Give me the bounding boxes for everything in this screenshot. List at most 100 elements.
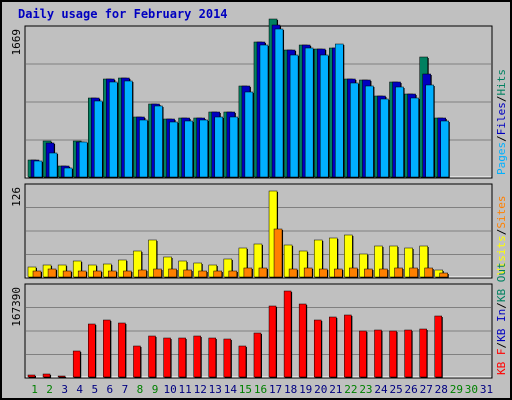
x-tick-label: 7 [122, 383, 129, 396]
x-tick-label: 10 [163, 383, 176, 396]
bar-kb-f-day-4 [72, 350, 81, 378]
bar-pages-day-16 [259, 44, 269, 178]
x-tick-label: 24 [374, 383, 388, 396]
bar-kb-f-day-25 [389, 330, 397, 378]
bar-pages-day-13 [214, 116, 224, 178]
bar-sites-day-10 [168, 268, 177, 278]
bar-sites-day-4 [77, 270, 87, 278]
bar-sites-day-24 [379, 268, 388, 278]
bar-kb-f-day-12 [193, 335, 201, 378]
bar-pages-day-14 [229, 116, 239, 178]
legend-entry: Hits [495, 69, 508, 96]
bar-shadow [59, 377, 67, 378]
x-tick-label: 19 [299, 383, 312, 396]
panel-visits-ymax-label: 126 [10, 187, 23, 207]
bar-kb-f-day-26 [404, 329, 412, 378]
legend-entry: Sites [495, 196, 508, 229]
bar-sites-day-18 [288, 268, 298, 278]
bar-visits-day-8 [133, 250, 142, 278]
bar-pages-day-8 [139, 119, 148, 178]
bar-pages-day-2 [48, 152, 58, 178]
bar-sites-day-19 [303, 267, 313, 278]
bar-visits-day-9 [148, 239, 157, 278]
legend-entry: KB Out [495, 262, 508, 302]
bar-kb-f-day-17 [268, 305, 277, 378]
bar-pages-day-4 [78, 141, 88, 178]
bar-sites-day-8 [138, 269, 147, 278]
bar-sites-day-15 [243, 267, 253, 278]
bar-kb-f-day-14 [223, 338, 232, 378]
x-tick-label: 14 [224, 383, 238, 396]
panel-kb-legend: KB F/KB In/KB Out [495, 262, 508, 375]
x-tick-label: 4 [76, 383, 83, 396]
bar-kb-f-day-2 [42, 373, 51, 378]
bar-visits-day-24 [374, 245, 383, 278]
x-tick-label: 27 [420, 383, 433, 396]
bar-kb-f-day-18 [283, 290, 292, 378]
x-tick-label: 28 [435, 383, 448, 396]
x-tick-label: 17 [269, 383, 282, 396]
bar-sites-day-16 [258, 267, 268, 278]
bar-kb-f-day-7 [118, 322, 126, 378]
bar-pages-day-5 [94, 100, 103, 178]
bar-kb-f-day-9 [148, 335, 156, 378]
bar-visits-day-11 [178, 260, 187, 278]
legend-entry: Files [495, 102, 508, 135]
bar-sites-day-9 [153, 268, 162, 278]
x-tick-label: 8 [137, 383, 144, 396]
x-tick-label: 11 [179, 383, 192, 396]
bar-sites-day-11 [183, 269, 192, 278]
legend-entry: / [495, 135, 508, 142]
legend-entry: KB In [495, 309, 508, 342]
bar-visits-day-18 [283, 244, 293, 278]
bar-kb-f-day-19 [298, 303, 307, 378]
x-tick-label: 23 [359, 383, 372, 396]
bar-kb-f-day-23 [359, 330, 367, 378]
bar-kb-f-day-20 [313, 319, 322, 378]
legend-entry: Visits [495, 235, 508, 275]
bar-sites-day-26 [409, 267, 418, 278]
bar-sites-day-13 [213, 270, 223, 278]
bar-pages-day-15 [244, 91, 254, 178]
x-tick-label: 20 [314, 383, 327, 396]
bar-pages-day-19 [304, 47, 314, 178]
bar-sites-day-28 [439, 272, 448, 278]
bar-kb-f-day-6 [103, 319, 111, 378]
bar-kb-f-day-1 [27, 374, 36, 378]
bar-kb-f-day-5 [88, 323, 96, 378]
bar-kb-f-day-16 [253, 332, 262, 378]
x-tick-label: 30 [465, 383, 478, 396]
bar-visits-day-20 [313, 239, 323, 278]
bar-sites-day-21 [334, 268, 343, 278]
bar-pages-day-26 [410, 97, 419, 178]
bar-sites-day-20 [318, 268, 328, 278]
bar-pages-day-24 [380, 98, 389, 178]
bar-sites-day-14 [228, 270, 238, 278]
bar-sites-day-23 [364, 268, 373, 278]
x-tick-label: 16 [254, 383, 267, 396]
bar-kb-f-day-13 [208, 337, 217, 378]
x-tick-label: 18 [284, 383, 297, 396]
panel-visits-legend: Visits/Sites [495, 196, 508, 276]
bar-pages-day-3 [63, 167, 73, 178]
x-tick-label: 6 [107, 383, 114, 396]
bar-sites-day-17 [273, 228, 283, 278]
bar-pages-day-25 [395, 86, 404, 178]
bar-kb-f-day-3 [57, 375, 66, 378]
x-tick-label: 31 [480, 383, 493, 396]
bar-pages-day-1 [33, 160, 43, 178]
bar-pages-day-21 [335, 43, 344, 178]
legend-entry: / [495, 96, 508, 103]
bar-visits-day-27 [419, 245, 428, 278]
legend-entry: Pages [495, 142, 508, 175]
x-tick-label: 2 [46, 383, 53, 396]
panel-usage-ymax-label: 1669 [10, 29, 23, 56]
legend-entry: KB F [495, 349, 508, 376]
legend-entry: / [495, 342, 508, 349]
bar-sites-day-5 [93, 270, 102, 278]
bar-visits-day-26 [404, 247, 413, 278]
bar-kb-f-day-22 [344, 314, 352, 378]
bar-sites-day-6 [108, 270, 117, 278]
